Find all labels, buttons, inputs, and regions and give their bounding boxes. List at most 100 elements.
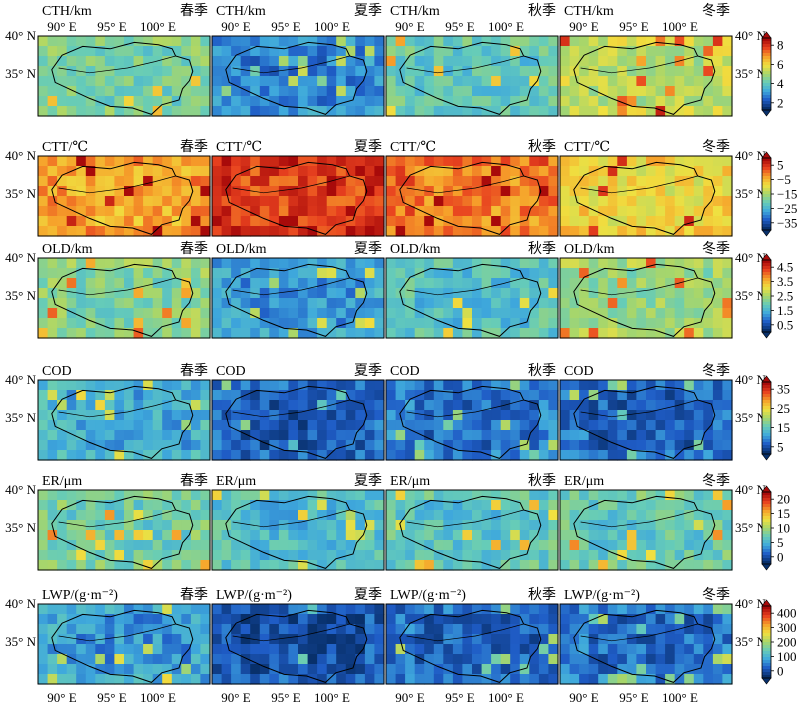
map-cell	[240, 430, 251, 441]
map-cell	[231, 440, 242, 451]
map-cell	[655, 634, 666, 645]
map-cell	[569, 430, 580, 441]
map-cell	[212, 654, 223, 665]
map-cell	[212, 450, 223, 461]
map-cell	[66, 520, 77, 531]
map-cell	[617, 278, 628, 289]
colorbar-swatch	[762, 323, 771, 327]
map-cell	[124, 46, 135, 57]
map-cell	[491, 390, 502, 401]
map-cell	[212, 186, 223, 197]
map-cell	[626, 328, 638, 339]
map-cell	[278, 186, 290, 197]
map-cell	[38, 530, 49, 541]
map-cell	[684, 288, 695, 299]
map-cell	[200, 490, 211, 501]
map-cell	[386, 176, 397, 187]
map-cell	[519, 664, 530, 675]
map-cell	[617, 604, 628, 615]
colorbar-tick-label: −35	[777, 215, 797, 230]
map-cell	[221, 560, 232, 571]
map-cell	[85, 420, 96, 431]
map-cell	[529, 298, 540, 309]
map-cell	[684, 400, 695, 411]
map-cell	[665, 166, 676, 177]
map-cell	[278, 308, 290, 319]
map-cell	[250, 96, 261, 107]
map-cell	[221, 216, 232, 227]
map-cell	[326, 430, 337, 441]
plateau-boundary	[399, 385, 542, 459]
map-cell	[519, 450, 530, 461]
map-cell	[336, 318, 347, 329]
map-cell	[722, 604, 733, 615]
panel-frame	[559, 603, 733, 685]
map-cell	[171, 46, 182, 57]
colorbar-swatch	[762, 179, 771, 183]
map-cell	[386, 288, 397, 299]
map-cell	[231, 288, 242, 299]
map-cell	[336, 520, 347, 531]
map-cell	[47, 318, 58, 329]
map-cell	[143, 430, 154, 441]
map-cell	[114, 268, 125, 279]
map-cell	[85, 46, 96, 57]
map-cell	[500, 76, 511, 87]
map-cell	[693, 550, 704, 561]
map-cell	[472, 76, 483, 87]
map-cell	[500, 86, 511, 97]
map-cell	[665, 46, 676, 57]
variable-label: COD	[564, 364, 594, 379]
map-cell	[374, 106, 385, 117]
map-cell	[538, 450, 550, 461]
season-label: 秋季	[528, 363, 556, 379]
map-cell	[162, 226, 173, 237]
map-cell	[85, 106, 96, 117]
map-cell	[655, 430, 666, 441]
map-cell	[200, 206, 211, 217]
map-cell	[462, 66, 473, 77]
map-cell	[674, 634, 685, 645]
map-cell	[617, 156, 628, 167]
map-cell	[560, 450, 571, 461]
map-cell	[152, 186, 163, 197]
map-cell	[665, 634, 676, 645]
map-cell	[529, 166, 540, 177]
map-cell	[598, 380, 609, 391]
map-cell	[250, 614, 261, 625]
map-cell	[124, 298, 135, 309]
map-cell	[143, 278, 154, 289]
map-cell	[674, 510, 685, 521]
colorbar-swatch	[762, 50, 771, 54]
map-cell	[443, 46, 454, 57]
map-cell	[693, 106, 704, 117]
map-cell	[124, 654, 135, 665]
map-cell	[171, 664, 182, 675]
map-cell	[598, 106, 609, 117]
map-cell	[703, 176, 714, 187]
map-cell	[298, 390, 309, 401]
colorbar-swatch	[762, 41, 771, 45]
map-cell	[684, 490, 695, 501]
map-cell	[519, 400, 530, 411]
map-cell	[548, 328, 559, 339]
map-cell	[674, 226, 685, 237]
map-cell	[326, 674, 337, 685]
map-cell	[133, 644, 144, 655]
map-cell	[345, 500, 356, 511]
map-cell	[560, 530, 571, 541]
colorbar-swatch	[762, 80, 771, 84]
map-cell	[598, 216, 609, 227]
map-cell	[529, 510, 540, 521]
map-cell	[152, 46, 163, 57]
map-cell	[712, 430, 724, 441]
map-cell	[538, 206, 550, 217]
map-cell	[665, 540, 676, 551]
map-cell	[345, 490, 356, 501]
map-cell	[114, 328, 125, 339]
map-cell	[114, 430, 125, 441]
panel-frame	[385, 35, 559, 117]
map-cell	[307, 644, 318, 655]
variable-label: CTT/℃	[216, 140, 262, 155]
